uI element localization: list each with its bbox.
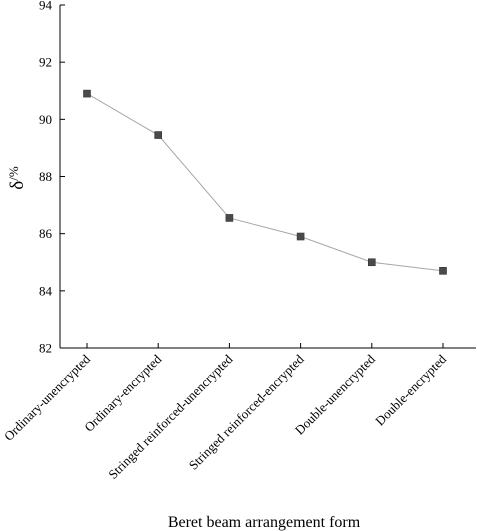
data-point-marker <box>225 214 234 222</box>
x-tick-label: Stringed reinforced-encrypted <box>186 351 307 472</box>
y-axis-title-symbol: δ <box>7 181 28 190</box>
data-point-marker <box>367 258 376 267</box>
y-tick-label: 84 <box>39 283 53 298</box>
y-tick-label: 86 <box>39 226 53 241</box>
y-tick-label: 94 <box>39 0 53 13</box>
y-axis-title: δ/% <box>6 166 28 190</box>
plot-area <box>83 89 447 275</box>
y-tick-label: 92 <box>39 55 52 70</box>
x-tick-label: Double-unencrypted <box>292 351 379 438</box>
x-tick-label: Ordinary-encrypted <box>81 351 164 434</box>
data-point-marker <box>296 232 305 241</box>
y-tick-label: 90 <box>39 112 52 127</box>
y-tick-label: 82 <box>39 341 52 356</box>
y-tick-label: 88 <box>39 169 52 184</box>
y-axis-title-unit: /% <box>6 166 21 181</box>
x-tick-label: Double-encrypted <box>372 351 449 428</box>
x-tick-label: Stringed reinforced-unencrypted <box>105 351 236 482</box>
x-axis-title: Beret beam arrangement form <box>168 514 361 531</box>
axes <box>59 5 476 349</box>
data-point-marker <box>439 267 447 275</box>
x-tick-label: Ordinary-unencrypted <box>1 351 94 444</box>
series-line <box>86 93 444 272</box>
data-point-marker <box>154 131 162 139</box>
y-ticks: 82 84 86 88 90 92 94 <box>39 0 65 356</box>
x-ticks: Ordinary-unencryptedOrdinary-encryptedSt… <box>1 343 449 482</box>
data-point-marker <box>83 89 91 98</box>
